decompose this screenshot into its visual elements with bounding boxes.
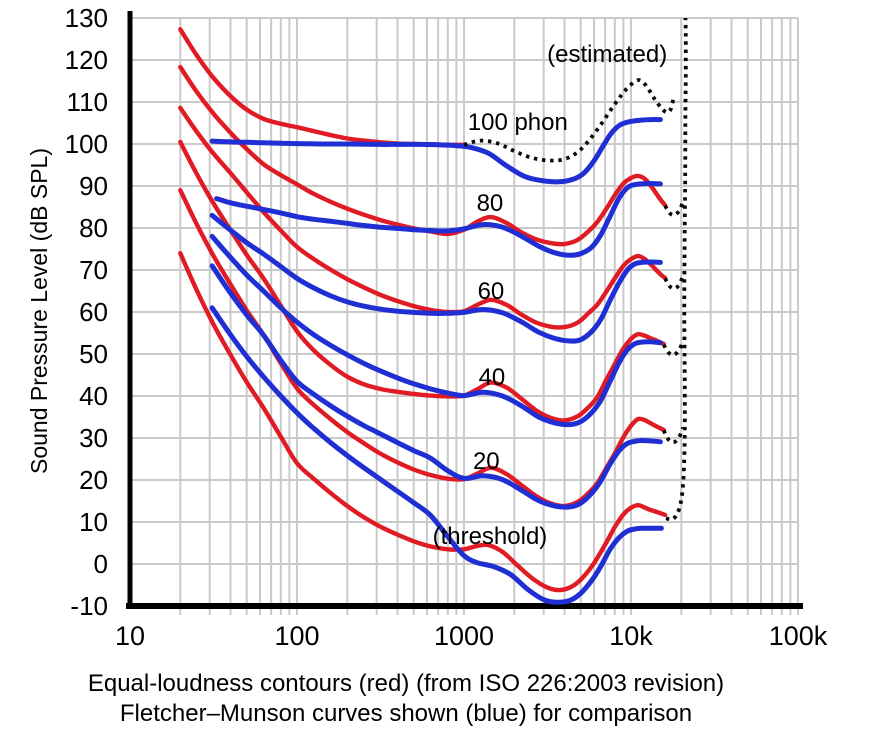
label-80-phon: 80 xyxy=(476,190,504,218)
y-tick-label: 110 xyxy=(66,87,108,117)
series-est-hook-20 xyxy=(662,426,685,445)
series-est-hook-40 xyxy=(662,340,685,357)
y-tick-label: 90 xyxy=(79,171,108,201)
x-tick-label: 10k xyxy=(609,621,653,651)
gridlines xyxy=(130,17,799,615)
y-tick-label: 60 xyxy=(79,297,108,327)
series-fm-40-phon xyxy=(209,233,663,428)
caption-line-1: Equal-loudness contours (red) (from ISO … xyxy=(87,670,725,697)
threshold-label: (threshold) xyxy=(432,523,548,551)
series-iso-60-phon xyxy=(178,105,668,330)
series-est-100-phon xyxy=(463,78,676,163)
series-iso-20-phon xyxy=(178,188,666,509)
x-tick-label: 1000 xyxy=(433,621,495,651)
y-tick-label: 100 xyxy=(64,129,108,159)
x-tick-label: 10 xyxy=(114,621,146,651)
y-tick-label: 30 xyxy=(79,423,108,453)
y-tick-label: 70 xyxy=(79,255,108,285)
y-tick-label: 50 xyxy=(79,339,108,369)
series-fm-threshold xyxy=(209,305,664,605)
series-fm-20-phon xyxy=(209,263,663,510)
label-100-phon: 100 phon xyxy=(467,109,568,136)
y-tick-label: 0 xyxy=(93,549,108,579)
series-iso-threshold xyxy=(178,251,668,593)
series-fm-80-phon xyxy=(214,181,663,258)
y-tick-label: 120 xyxy=(64,45,108,75)
y-tick-label: 20 xyxy=(79,465,108,495)
series-fm-100-phon xyxy=(209,117,663,185)
label-60-phon: 60 xyxy=(477,277,505,305)
estimated-label: (estimated) xyxy=(547,40,668,68)
y-tick-label: 80 xyxy=(79,213,108,243)
label-20-phon: 20 xyxy=(472,447,500,475)
series-fm-60-phon xyxy=(209,212,663,344)
series-iso-80-phon xyxy=(178,64,668,247)
y-tick-label: 10 xyxy=(79,507,108,537)
y-tick-label: 130 xyxy=(64,3,108,33)
x-tick-label: 100 xyxy=(274,621,320,651)
caption-line-2: Fletcher–Munson curves shown (blue) for … xyxy=(119,700,693,727)
x-tick-label: 100k xyxy=(768,621,828,651)
y-tick-label: 40 xyxy=(79,381,108,411)
label-40-phon: 40 xyxy=(478,363,506,391)
y-tick-label: -10 xyxy=(70,591,108,621)
series-est-threshold-rise xyxy=(665,17,688,522)
